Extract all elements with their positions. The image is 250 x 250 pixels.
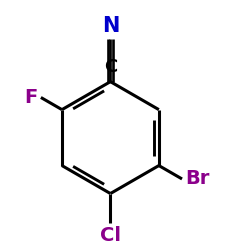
Text: N: N (102, 16, 119, 36)
Text: Br: Br (185, 170, 209, 188)
Text: C: C (104, 58, 117, 76)
Text: Cl: Cl (100, 226, 121, 245)
Text: F: F (24, 88, 37, 107)
